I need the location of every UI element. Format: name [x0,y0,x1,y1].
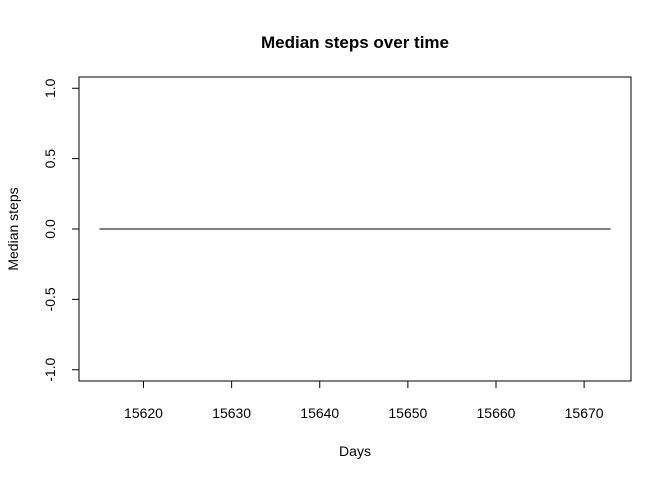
y-tick-label: -1.0 [42,357,58,381]
y-tick-label: -0.5 [42,287,58,311]
y-tick-label: 0.5 [42,149,58,169]
y-axis: -1.0 -0.5 0.0 0.5 1.0 [42,78,80,382]
x-tick-label: 15660 [477,405,516,421]
y-axis-label: Median steps [5,187,21,270]
x-tick-label: 15670 [565,405,604,421]
x-axis: 15620 15630 15640 15650 15660 15670 [124,380,604,421]
chart-title: Median steps over time [261,33,449,52]
x-tick-label: 15630 [212,405,251,421]
x-tick-label: 15650 [388,405,427,421]
y-tick-label: 0.0 [42,219,58,239]
x-axis-label: Days [339,443,371,459]
y-tick-label: 1.0 [42,78,58,98]
x-tick-label: 15640 [300,405,339,421]
x-tick-label: 15620 [124,405,163,421]
